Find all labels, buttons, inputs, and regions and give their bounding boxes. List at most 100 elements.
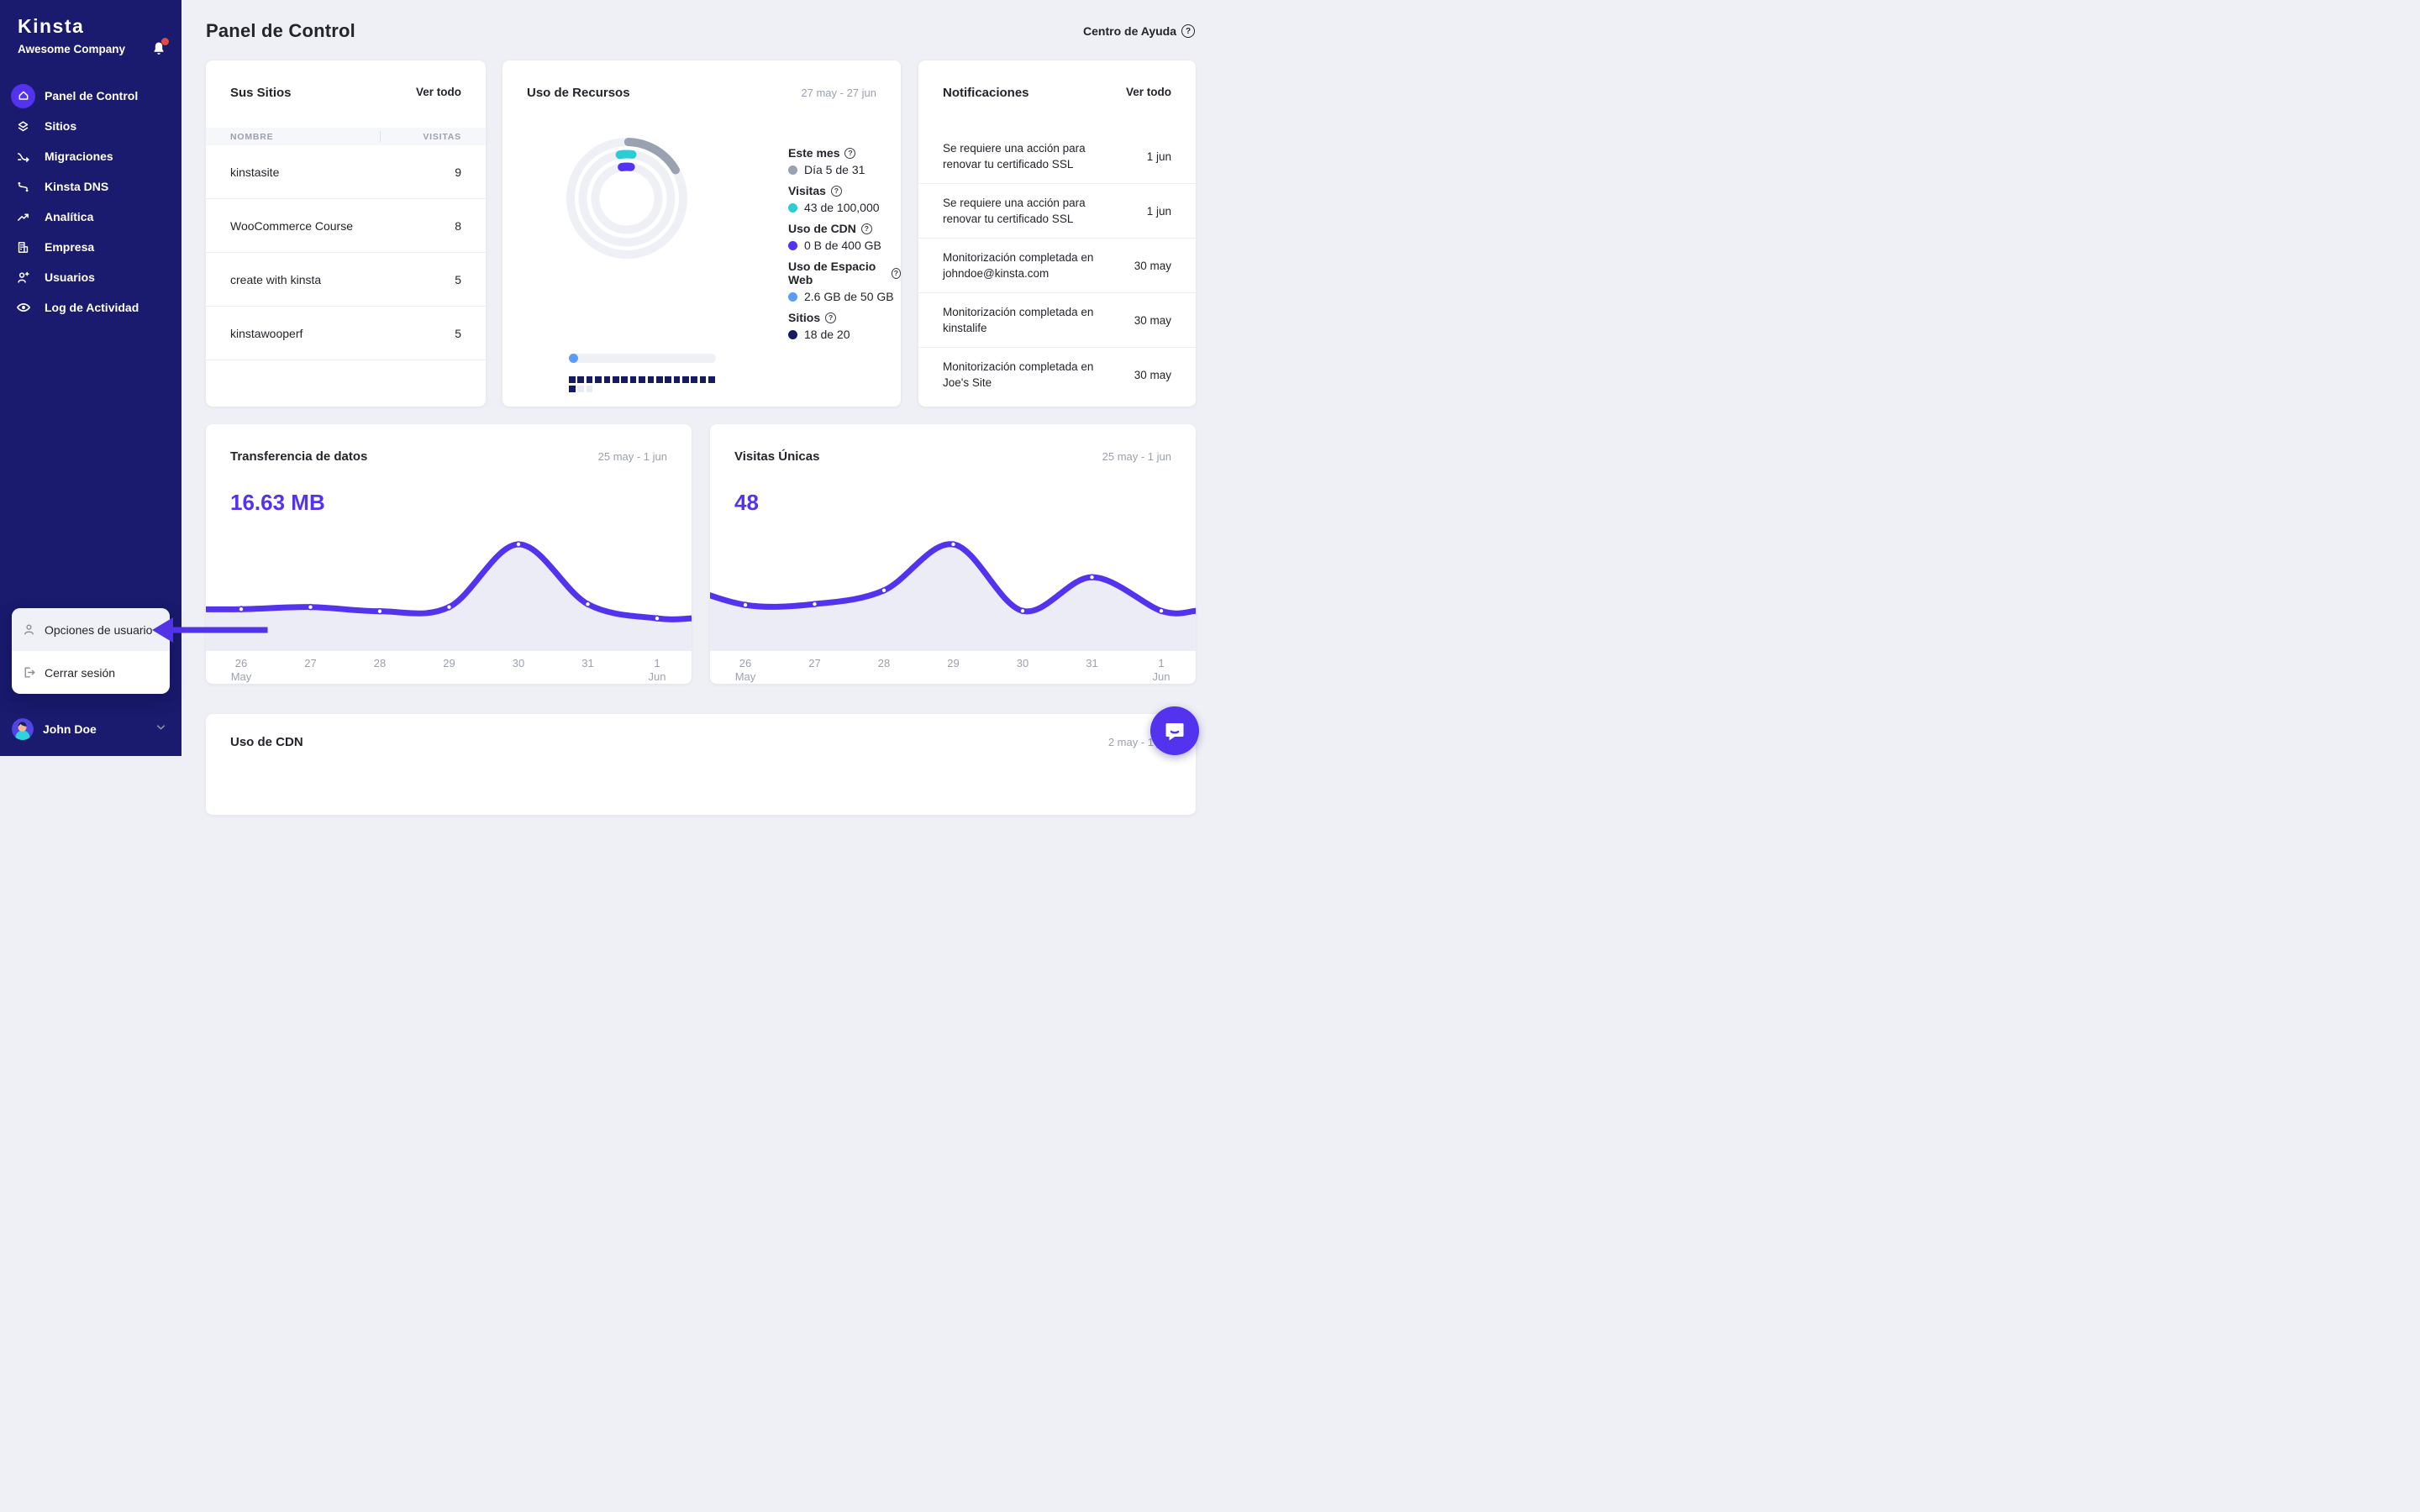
segment <box>655 376 663 383</box>
segment <box>708 376 715 383</box>
user-account-row[interactable]: John Doe <box>0 712 182 746</box>
segment <box>621 376 628 383</box>
dns-icon <box>11 175 35 199</box>
info-question-icon[interactable]: ? <box>844 147 856 159</box>
cdn-usage-card: Uso de CDN 2 may - 1 jun <box>206 714 1196 815</box>
sidebar-item-usuarios[interactable]: Usuarios <box>0 262 182 292</box>
segment <box>639 376 645 383</box>
axis-tick-label: 31 <box>1086 657 1098 669</box>
help-question-icon: ? <box>1181 24 1195 38</box>
mykinsta-dashboard: { "colors": { "accent": "#5333ed", "side… <box>0 0 1210 815</box>
eye-icon <box>11 296 35 320</box>
list-item[interactable]: Monitorización completada en kinstalife … <box>918 293 1196 348</box>
axis-tick-label: 27 <box>304 657 317 669</box>
table-row[interactable]: kinstawooperf 5 <box>206 307 486 360</box>
axis-tick-label: 28 <box>877 657 891 669</box>
column-header-name: NOMBRE <box>230 131 274 142</box>
legend-sitios: Sitios? 18 de 20 <box>788 311 850 341</box>
user-name: John Doe <box>43 722 97 736</box>
resources-card-title: Uso de Recursos <box>527 86 630 100</box>
your-sites-card: Sus Sitios Ver todo NOMBRE VISITAS kinst… <box>206 60 486 407</box>
x-axis-labels: 26 May 27 28 29 30 31 1 Jun <box>710 651 1196 684</box>
axis-tick-label: 29 <box>443 657 455 669</box>
sidebar-item-log-de-actividad[interactable]: Log de Actividad <box>0 292 182 323</box>
axis-tick-label: 1 Jun <box>648 657 666 683</box>
legend-dot <box>788 329 797 339</box>
notifications-bell-icon[interactable] <box>150 38 169 57</box>
bell-alert-dot <box>161 38 169 45</box>
column-header-visits: VISITAS <box>423 131 461 142</box>
column-divider <box>380 131 381 142</box>
data-transfer-date-range: 25 may - 1 jun <box>597 450 667 463</box>
sidebar-item-panel-de-control[interactable]: Panel de Control <box>0 81 182 111</box>
notifications-view-all-link[interactable]: Ver todo <box>1125 86 1171 98</box>
axis-tick-label: 26 May <box>230 657 252 683</box>
legend-dot <box>788 165 797 175</box>
analytics-icon <box>11 205 35 229</box>
segment <box>647 376 655 383</box>
segment <box>595 376 602 383</box>
sidebar-item-analitica[interactable]: Analítica <box>0 202 182 232</box>
segment <box>629 376 637 383</box>
logout-icon <box>24 667 35 678</box>
table-row[interactable]: create with kinsta 5 <box>206 253 486 307</box>
sidebar-item-empresa[interactable]: Empresa <box>0 232 182 262</box>
notifications-card: Notificaciones Ver todo Se requiere una … <box>918 60 1196 407</box>
sites-view-all-link[interactable]: Ver todo <box>415 86 461 98</box>
sidebar-item-kinsta-dns[interactable]: Kinsta DNS <box>0 171 182 202</box>
resources-date-range: 27 may - 27 jun <box>801 87 876 99</box>
sites-table-header: NOMBRE VISITAS <box>206 128 486 145</box>
table-row[interactable]: kinstasite 9 <box>206 145 486 199</box>
segment <box>569 386 576 392</box>
sidebar-item-migraciones[interactable]: Migraciones <box>0 141 182 171</box>
axis-tick-label: 27 <box>808 657 821 669</box>
unique-visits-line-chart <box>710 424 1196 651</box>
axis-tick-label: 28 <box>373 657 387 669</box>
axis-tick-label: 31 <box>581 657 594 669</box>
main-content: Panel de Control Centro de Ayuda ? Sus S… <box>182 0 1210 815</box>
sites-card-title: Sus Sitios <box>230 86 292 100</box>
axis-tick-label: 26 May <box>734 657 756 683</box>
segment <box>665 376 671 383</box>
user-options-menu-item[interactable]: Opciones de usuario <box>12 608 170 651</box>
company-building-icon <box>11 235 35 260</box>
legend-visitas: Visitas? 43 de 100,000 <box>788 184 880 214</box>
kinsta-logo[interactable]: Kinsta <box>18 15 85 37</box>
segment <box>699 376 707 383</box>
disk-usage-progress-fill <box>569 354 578 363</box>
avatar <box>12 718 34 740</box>
home-icon <box>11 83 35 108</box>
info-question-icon[interactable]: ? <box>860 223 872 234</box>
info-question-icon[interactable]: ? <box>825 312 837 323</box>
chat-widget-button[interactable] <box>1150 706 1199 755</box>
table-row[interactable]: WooCommerce Course 8 <box>206 199 486 253</box>
sidebar: Kinsta Awesome Company Panel de Control … <box>0 0 182 756</box>
sites-segmented-bar <box>569 376 717 392</box>
sidebar-item-sitios[interactable]: Sitios <box>0 111 182 141</box>
logout-label: Cerrar sesión <box>45 665 116 680</box>
segment <box>603 376 611 383</box>
logout-menu-item[interactable]: Cerrar sesión <box>12 651 170 694</box>
unique-visits-chart-card: Visitas Únicas 25 may - 1 jun 48 26 May 27… <box>710 424 1196 684</box>
axis-tick-label: 1 Jun <box>1152 657 1171 683</box>
unique-visits-date-range: 25 may - 1 jun <box>1102 450 1171 463</box>
donut-arc-cdn <box>591 162 663 234</box>
info-question-icon[interactable]: ? <box>891 267 901 279</box>
page-title: Panel de Control <box>206 20 355 41</box>
info-question-icon[interactable]: ? <box>830 185 842 197</box>
notifications-card-title: Notificaciones <box>943 86 1029 100</box>
help-center-link[interactable]: Centro de Ayuda ? <box>1083 24 1195 38</box>
user-options-popup: Opciones de usuario Cerrar sesión <box>12 608 170 694</box>
user-options-label: Opciones de usuario <box>45 622 153 637</box>
unique-visits-title: Visitas Únicas <box>734 449 820 464</box>
list-item[interactable]: Monitorización completada en johndoe@kin… <box>918 239 1196 293</box>
legend-este-mes: Este mes? Día 5 de 31 <box>788 146 865 176</box>
chevron-down-icon[interactable] <box>155 722 166 737</box>
list-item[interactable]: Se requiere una acción para renovar tu c… <box>918 129 1196 184</box>
donut-arc-este-mes <box>566 138 687 259</box>
legend-espacio-web: Uso de Espacio Web? 2.6 GB de 50 GB <box>788 260 901 303</box>
segment <box>577 376 584 383</box>
unique-visits-total: 48 <box>734 490 759 515</box>
list-item[interactable]: Monitorización completada en Joe's Site … <box>943 360 1171 390</box>
list-item[interactable]: Se requiere una acción para renovar tu c… <box>918 184 1196 239</box>
